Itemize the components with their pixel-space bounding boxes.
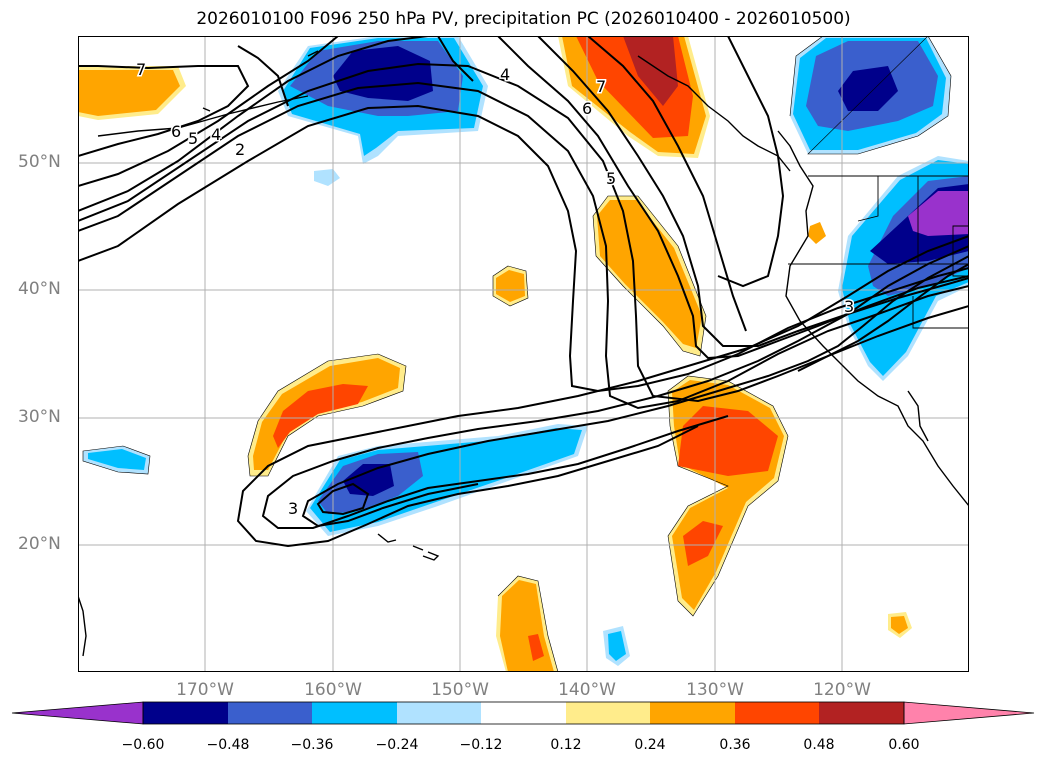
precip-anomaly-pos — [683, 521, 723, 566]
colorbar-tick-label: −0.36 — [290, 737, 334, 753]
longitude-label: 140°W — [558, 680, 616, 700]
colorbar-cell — [819, 702, 904, 724]
colorbar-cell — [481, 702, 566, 724]
longitude-label: 130°W — [686, 680, 744, 700]
longitude-label: 160°W — [304, 680, 362, 700]
contour-label: 3 — [844, 297, 854, 316]
pv-contours — [78, 36, 969, 548]
latitude-label: 20°N — [18, 534, 61, 554]
colorbar-extend-max — [904, 702, 1034, 724]
colorbar-tick-label: 0.48 — [803, 737, 835, 753]
contour-label: 5 — [188, 129, 198, 148]
precip-anomaly-pos — [528, 634, 544, 661]
latitude-label: 30°N — [18, 407, 61, 427]
precip-anomaly-neg — [908, 191, 969, 236]
coastlines — [78, 50, 969, 657]
colorbar-tick-label: 0.12 — [550, 737, 582, 753]
colorbar-tick-label: −0.48 — [206, 737, 250, 753]
political-borders — [788, 175, 969, 329]
longitude-label: 170°W — [176, 680, 234, 700]
contour-label: 7 — [596, 77, 606, 96]
precip-outline — [82, 36, 952, 672]
latitude-label: 50°N — [18, 152, 61, 172]
contour-label: 5 — [606, 169, 616, 188]
colorbar-cell — [143, 702, 228, 724]
precip-anomaly-pos — [597, 200, 702, 348]
map-panel: 7 6 5 4 2 4 7 6 5 3 3 — [78, 36, 969, 672]
colorbar-cell — [650, 702, 735, 724]
precip-shading — [78, 36, 969, 672]
precip-anomaly-pos — [623, 36, 678, 106]
contour-label: 4 — [211, 125, 221, 144]
precip-anomaly-pos — [273, 384, 368, 448]
colorbar-tick-label: −0.24 — [375, 737, 419, 753]
contour-label: 6 — [171, 122, 181, 141]
precip-anomaly-pos — [891, 616, 908, 634]
longitude-label: 120°W — [813, 680, 871, 700]
contour-label: 4 — [500, 65, 510, 84]
colorbar-cell — [397, 702, 481, 724]
contour-label: 7 — [136, 60, 146, 79]
pv-contour-labels: 7 6 5 4 2 4 7 6 5 3 3 — [135, 59, 856, 520]
latitude-label: 40°N — [18, 279, 61, 299]
precip-anomaly-neg — [608, 631, 626, 661]
colorbar-tick-label: 0.36 — [719, 737, 751, 753]
colorbar-cell — [735, 702, 819, 724]
colorbar — [11, 701, 1035, 725]
colorbar-cell — [312, 702, 397, 724]
precip-anomaly-pos — [496, 270, 525, 302]
precip-anomaly-neg — [838, 66, 898, 111]
colorbar-tick-label: −0.12 — [459, 737, 503, 753]
contour-label: 2 — [235, 140, 245, 159]
colorbar-tick-label: −0.60 — [121, 737, 165, 753]
precip-anomaly-neg — [343, 464, 394, 496]
colorbar-cell — [228, 702, 312, 724]
colorbar-tick-label: 0.24 — [634, 737, 666, 753]
contour-label: 3 — [288, 499, 298, 518]
colorbar-cell — [566, 702, 650, 724]
precip-anomaly-pos — [78, 70, 180, 116]
contour-label: 6 — [582, 99, 592, 118]
map-title: 2026010100 F096 250 hPa PV, precipitatio… — [196, 9, 851, 29]
colorbar-extend-min — [12, 702, 143, 724]
colorbar-tick-label: 0.60 — [888, 737, 920, 753]
precip-anomaly-pos — [808, 222, 826, 244]
precip-anomaly-neg — [88, 449, 146, 470]
longitude-label: 150°W — [431, 680, 489, 700]
